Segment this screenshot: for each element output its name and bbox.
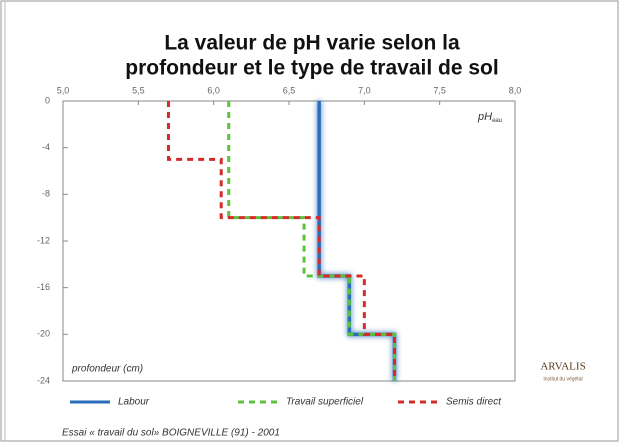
y-tick-label: -24 <box>37 375 50 385</box>
x-axis-label-main: pH <box>477 111 492 123</box>
y-tick-label: -12 <box>37 235 50 245</box>
x-tick-label: 5,0 <box>57 85 70 95</box>
y-tick-label: -16 <box>37 282 50 292</box>
chart-title: La valeur de pH varie selon la <box>164 32 460 55</box>
y-axis-label: profondeur (cm) <box>71 364 143 375</box>
legend-label: Semis direct <box>446 397 502 408</box>
logo-name: ARVALIS <box>540 361 585 373</box>
x-axis-label: pHeau <box>477 111 503 124</box>
x-tick-label: 7,5 <box>433 85 446 95</box>
x-tick-label: 6,5 <box>283 85 296 95</box>
legend-label: Travail superficiel <box>286 397 364 408</box>
y-tick-label: -4 <box>42 142 50 152</box>
x-tick-label: 8,0 <box>509 85 522 95</box>
x-axis-label-sub: eau <box>492 118 503 124</box>
y-tick-label: -8 <box>42 189 50 199</box>
chart-title: profondeur et le type de travail de sol <box>125 57 498 80</box>
logo-tagline: Institut du végétal <box>543 376 582 382</box>
x-tick-label: 7,0 <box>358 85 371 95</box>
legend-label: Labour <box>118 397 150 408</box>
y-tick-label: 0 <box>45 95 50 105</box>
x-tick-label: 5,5 <box>132 85 145 95</box>
series-line <box>166 101 396 381</box>
y-tick-label: -20 <box>37 329 50 339</box>
source-note: Essai « travail du sol» BOIGNEVILLE (91)… <box>62 428 280 439</box>
x-tick-label: 6,0 <box>207 85 220 95</box>
